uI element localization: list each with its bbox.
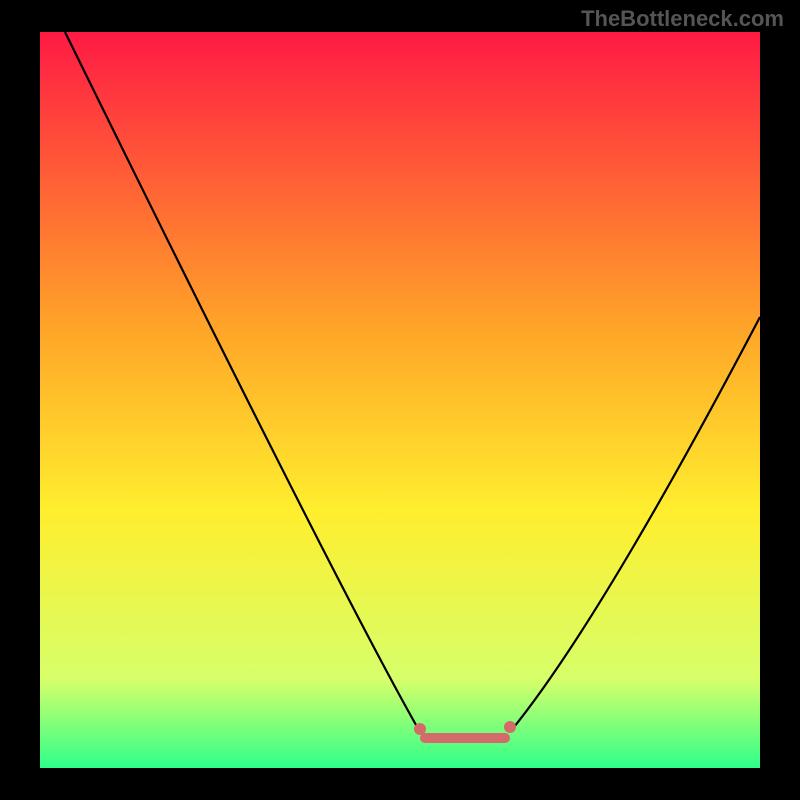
chart-container: TheBottleneck.com xyxy=(0,0,800,800)
trough-right-dot xyxy=(504,721,516,733)
curve-layer xyxy=(40,32,760,768)
curve-right-branch xyxy=(510,317,760,732)
trough-left-dot xyxy=(414,723,426,735)
watermark-text: TheBottleneck.com xyxy=(581,6,784,32)
curve-left-branch xyxy=(65,32,420,732)
plot-area xyxy=(40,32,760,768)
